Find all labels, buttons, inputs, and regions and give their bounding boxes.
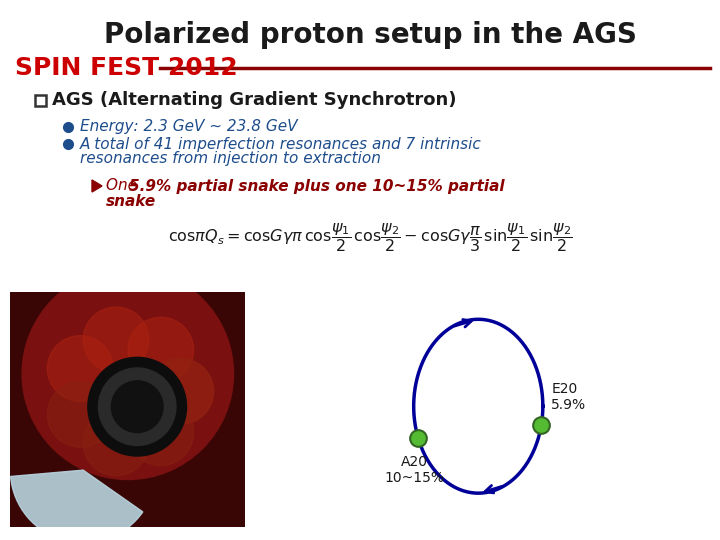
Circle shape [48, 336, 113, 401]
Text: A20
10~15%: A20 10~15% [384, 455, 444, 485]
Circle shape [83, 307, 149, 373]
Text: Polarized proton setup in the AGS: Polarized proton setup in the AGS [104, 21, 636, 49]
Text: Energy: 2.3 GeV ~ 23.8 GeV: Energy: 2.3 GeV ~ 23.8 GeV [80, 119, 297, 134]
Circle shape [88, 357, 186, 456]
Polygon shape [92, 180, 102, 192]
Circle shape [83, 410, 149, 476]
Circle shape [48, 381, 113, 447]
Text: One: One [106, 179, 142, 193]
Text: AGS (Alternating Gradient Synchrotron): AGS (Alternating Gradient Synchrotron) [52, 91, 456, 109]
Text: resonances from injection to extraction: resonances from injection to extraction [80, 152, 381, 166]
Text: SPIN FEST 2012: SPIN FEST 2012 [15, 56, 238, 80]
Text: $\mathrm{cos}\pi Q_s = \mathrm{cos}G\gamma\pi\,\mathrm{cos}\dfrac{\psi_1}{2}\,\m: $\mathrm{cos}\pi Q_s = \mathrm{cos}G\gam… [168, 221, 572, 254]
Text: snake: snake [106, 194, 156, 210]
Circle shape [22, 268, 233, 480]
Circle shape [128, 317, 194, 383]
Circle shape [99, 368, 176, 445]
Bar [35, 94, 45, 105]
Circle shape [148, 359, 214, 424]
Circle shape [148, 359, 214, 424]
Text: 5.9% partial snake plus one 10~15% partial: 5.9% partial snake plus one 10~15% parti… [129, 179, 505, 193]
Wedge shape [11, 470, 143, 540]
Circle shape [112, 381, 163, 433]
Text: E20
5.9%: E20 5.9% [552, 382, 586, 412]
Text: A total of 41 imperfection resonances and 7 intrinsic: A total of 41 imperfection resonances an… [80, 137, 482, 152]
Circle shape [128, 400, 194, 465]
